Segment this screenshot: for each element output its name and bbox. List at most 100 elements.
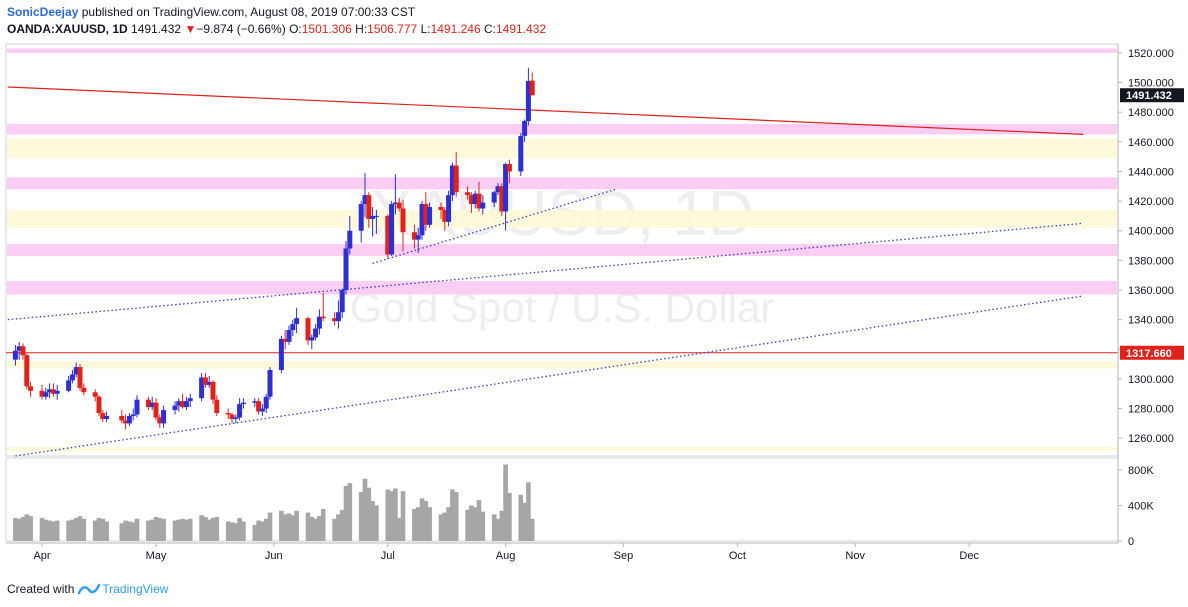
candle-body: [210, 381, 216, 400]
candle-body: [373, 215, 379, 217]
candle-body: [495, 186, 501, 193]
volume-bar: [16, 518, 22, 541]
candle-body: [202, 377, 208, 385]
candle-body: [96, 396, 102, 414]
volume-bar: [450, 489, 455, 541]
close-label: C:: [483, 22, 496, 36]
volume-bar: [263, 518, 269, 541]
volume-bar: [343, 485, 349, 541]
open-value: 1501.306: [301, 22, 352, 36]
volume-bar: [446, 507, 451, 541]
volume-bar: [20, 517, 26, 541]
volume-bar: [347, 483, 353, 541]
volume-bar: [225, 521, 231, 541]
volume-bar: [199, 515, 204, 541]
price-chart[interactable]: XAUUSD, 1DGold Spot / U.S. Dollar1520.00…: [0, 0, 1188, 580]
volume-bar: [100, 518, 106, 541]
volume-bar: [339, 509, 345, 541]
volume-bar: [522, 502, 527, 541]
volume-bar: [362, 478, 368, 541]
volume-bar: [77, 516, 83, 541]
candle-body: [290, 324, 296, 331]
candle-body: [465, 192, 471, 196]
volume-bar: [123, 520, 128, 541]
candle-body: [187, 398, 193, 402]
volume-bar: [47, 520, 52, 541]
yellow-zone: [7, 447, 1117, 452]
candle-body: [427, 207, 433, 225]
volume-bar: [282, 514, 288, 541]
footer: Created with TradingView: [7, 582, 168, 596]
candle-body: [370, 215, 376, 219]
volume-bar: [472, 507, 478, 541]
candle-body: [81, 387, 87, 393]
candle-body: [415, 235, 421, 240]
candle-body: [130, 414, 136, 416]
price-tick-label: 1460.000: [1128, 137, 1174, 149]
high-label: H:: [355, 22, 368, 36]
candle-body: [24, 355, 30, 387]
price-tick-label: 1300.000: [1128, 374, 1174, 386]
volume-bar: [214, 517, 220, 541]
candle-body: [503, 164, 509, 212]
tradingview-link[interactable]: TradingView: [78, 582, 168, 596]
candle-body: [172, 405, 178, 411]
candle-body: [50, 389, 56, 394]
candle-body: [339, 290, 345, 313]
price-tick-label: 1340.000: [1128, 315, 1174, 327]
volume-bar: [161, 518, 166, 541]
volume-bar: [104, 521, 109, 541]
volume-bar: [187, 518, 193, 541]
pink-zone: [7, 177, 1117, 190]
candle-body: [442, 209, 448, 222]
author-link[interactable]: SonicDeejay: [7, 5, 79, 19]
last-price-label-box: [1120, 88, 1184, 103]
change-value: −9.874 (−0.66%): [196, 22, 286, 36]
volume-bar: [51, 521, 56, 541]
candle-body: [214, 399, 220, 414]
resistance-line: [7, 86, 1084, 136]
candle-body: [396, 202, 402, 209]
volume-bar: [320, 509, 326, 541]
candle-body: [233, 417, 239, 419]
volume-bar: [13, 517, 18, 541]
volume-bar: [442, 512, 448, 541]
candle-body: [278, 338, 284, 371]
volume-bar: [28, 516, 33, 541]
candle-body: [199, 377, 205, 399]
volume-bar: [24, 514, 30, 541]
price-tick-label: 1260.000: [1128, 433, 1174, 445]
pink-zone: [7, 244, 1117, 256]
candle-body: [153, 402, 159, 418]
volume-bar: [92, 520, 98, 541]
volume-bar: [499, 510, 505, 541]
high-value: 1506.777: [367, 22, 418, 36]
volume-bar: [134, 518, 140, 541]
candle-body: [347, 230, 353, 249]
candle-body: [305, 318, 311, 341]
volume-bar: [157, 517, 163, 541]
volume-bar: [469, 505, 474, 541]
candle-body: [468, 195, 474, 205]
close-value: 1491.432: [495, 22, 547, 36]
volume-bar: [313, 518, 318, 541]
candle-body: [309, 337, 315, 341]
candle-body: [476, 193, 482, 209]
volume-bar: [529, 518, 535, 541]
volume-bar: [54, 520, 60, 541]
candle-body: [180, 401, 186, 408]
volume-bar: [503, 464, 508, 541]
volume-bar: [476, 500, 482, 541]
candle-body: [69, 374, 75, 381]
price-tick-label: 1380.000: [1128, 255, 1174, 267]
volume-bar: [256, 520, 261, 541]
tradingview-logo-icon: [78, 583, 101, 595]
candle-body: [149, 402, 155, 408]
candle-body: [499, 186, 505, 212]
volume-bar: [495, 518, 501, 541]
price-tick-label: 1400.000: [1128, 226, 1174, 238]
candle-body: [229, 414, 235, 419]
created-with-label: Created with: [7, 582, 75, 596]
candle-body: [423, 204, 429, 225]
volume-tick-label: 0: [1128, 536, 1134, 548]
